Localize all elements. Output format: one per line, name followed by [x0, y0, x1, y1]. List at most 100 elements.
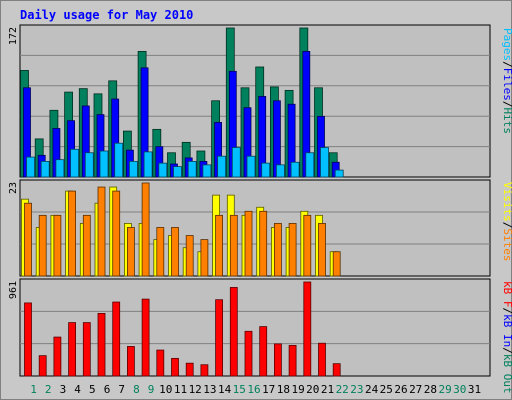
side-legend-segment: / — [501, 101, 512, 108]
y-max-label: 961 — [8, 281, 19, 299]
side-legend-label: Visits/Sites — [501, 182, 512, 262]
side-legend-segment: kB In — [501, 314, 512, 347]
x-tick-label-day-16: 16 — [247, 383, 260, 396]
bar-kb-f-day-6 — [97, 312, 106, 377]
bar-kb-f-day-14 — [215, 299, 224, 377]
x-tick-label-day-11: 11 — [174, 383, 187, 396]
chart-title: Daily usage for May 2010 — [20, 8, 193, 22]
bar-pages-day-15 — [231, 147, 241, 178]
bar-kb-f-day-1 — [24, 302, 32, 377]
bar-sites-day-3 — [53, 214, 62, 277]
bar-pages-day-12 — [187, 161, 197, 178]
x-tick-label-day-5: 5 — [89, 383, 96, 396]
x-tick-label-day-2: 2 — [45, 383, 52, 396]
x-tick-label-day-1: 1 — [30, 383, 37, 396]
x-tick-label-day-17: 17 — [262, 383, 275, 396]
bar-kb-f-day-8 — [127, 346, 135, 377]
bar-sites-day-7 — [112, 190, 121, 277]
side-legend-segment: / — [501, 347, 512, 354]
bar-sites-day-20 — [303, 214, 312, 277]
x-tick-label-day-30: 30 — [453, 383, 466, 396]
bar-sites-day-9 — [141, 182, 150, 277]
bar-sites-day-11 — [171, 227, 179, 277]
bar-kb-f-day-12 — [185, 362, 194, 377]
x-tick-label-day-24: 24 — [365, 383, 379, 396]
side-legend-segment: / — [501, 61, 512, 68]
bar-kb-f-day-4 — [68, 322, 76, 377]
x-tick-label-day-4: 4 — [74, 383, 81, 396]
bar-kb-f-day-13 — [200, 364, 209, 377]
x-tick-label-day-28: 28 — [424, 383, 437, 396]
bar-pages-day-2 — [40, 161, 50, 178]
bar-sites-day-1 — [24, 202, 32, 277]
side-legend-label: Pages/Files/Hits — [501, 28, 512, 134]
x-tick-label-day-7: 7 — [118, 383, 125, 396]
bar-kb-f-day-17 — [259, 326, 268, 377]
bar-sites-day-22 — [332, 251, 341, 277]
bar-kb-f-day-22 — [332, 363, 341, 377]
side-legend-segment: Sites — [501, 228, 512, 261]
x-tick-label-day-21: 21 — [321, 383, 334, 396]
bar-sites-day-19 — [288, 223, 297, 277]
bar-pages-day-6 — [99, 150, 109, 178]
bar-pages-day-4 — [70, 148, 79, 178]
x-tick-label-day-12: 12 — [189, 383, 202, 396]
bar-sites-day-8 — [127, 227, 135, 277]
bar-pages-day-11 — [173, 166, 182, 178]
bar-kb-f-day-19 — [288, 344, 297, 377]
bar-pages-day-21 — [320, 147, 329, 178]
bar-pages-day-9 — [143, 151, 153, 178]
x-tick-label-day-25: 25 — [380, 383, 393, 396]
x-tick-label-day-14: 14 — [218, 383, 232, 396]
bar-kb-f-day-3 — [53, 336, 62, 377]
bar-pages-day-14 — [217, 155, 227, 178]
bar-kb-f-day-2 — [38, 355, 47, 377]
x-tick-label-day-29: 29 — [438, 383, 451, 396]
bar-kb-f-day-10 — [156, 349, 165, 377]
bar-pages-day-13 — [202, 164, 212, 178]
x-tick-label-day-10: 10 — [159, 383, 172, 396]
x-tick-label-day-15: 15 — [233, 383, 246, 396]
bar-kb-f-day-7 — [112, 301, 121, 377]
bar-kb-f-day-18 — [273, 343, 282, 377]
bar-pages-day-20 — [305, 152, 315, 178]
bar-sites-day-5 — [82, 214, 91, 277]
bar-kb-f-day-21 — [318, 342, 326, 377]
bar-pages-day-16 — [246, 155, 256, 178]
bar-pages-day-18 — [275, 164, 285, 178]
x-tick-label-day-31: 31 — [468, 383, 481, 396]
side-legend-segment: Hits — [501, 108, 512, 135]
bar-sites-day-2 — [38, 214, 47, 277]
bar-sites-day-21 — [318, 223, 326, 277]
bar-pages-day-5 — [84, 152, 94, 178]
side-legend-segment: / — [501, 222, 512, 229]
bar-kb-f-day-9 — [141, 298, 150, 377]
x-tick-label-day-13: 13 — [203, 383, 216, 396]
bar-sites-day-4 — [68, 190, 76, 277]
bar-pages-day-7 — [114, 142, 124, 178]
bar-kb-f-day-11 — [171, 357, 179, 377]
x-tick-label-day-26: 26 — [394, 383, 407, 396]
x-tick-label-day-9: 9 — [148, 383, 155, 396]
bar-kb-f-day-15 — [229, 287, 238, 377]
bar-pages-day-10 — [158, 162, 168, 178]
side-legend-segment: kB F — [501, 281, 512, 308]
side-legend-segment: Visits — [501, 182, 512, 222]
bar-sites-day-15 — [229, 214, 238, 277]
side-legend-label: kB F/kB In/kB Out — [501, 281, 512, 394]
x-tick-label-day-19: 19 — [291, 383, 304, 396]
bar-sites-day-16 — [244, 210, 253, 277]
bar-sites-day-17 — [259, 210, 268, 277]
side-legend-segment: Files — [501, 68, 512, 101]
bar-sites-day-10 — [156, 227, 165, 277]
bar-pages-day-17 — [261, 162, 271, 178]
y-max-label: 23 — [8, 182, 19, 194]
bar-pages-day-19 — [290, 161, 300, 178]
bar-kb-f-day-5 — [82, 322, 91, 377]
bar-pages-day-1 — [26, 156, 35, 178]
